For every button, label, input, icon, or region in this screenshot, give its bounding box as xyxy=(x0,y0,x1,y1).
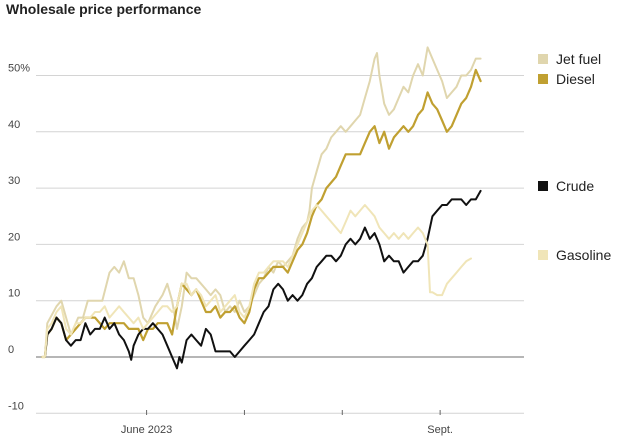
y-tick-label-6: -10 xyxy=(8,400,24,412)
legend-item-jet-fuel: Jet fuel xyxy=(538,51,601,67)
y-tick-label-0: 50% xyxy=(8,63,30,75)
x-tick-label-0: June 2023 xyxy=(121,424,172,436)
x-tick-label-3: Sept. xyxy=(427,424,453,436)
legend-item-diesel: Diesel xyxy=(538,71,595,87)
legend-swatch xyxy=(538,250,548,260)
y-tick-label-2: 30 xyxy=(8,175,20,187)
legend-swatch xyxy=(538,54,548,64)
legend-item-gasoline: Gasoline xyxy=(538,247,611,263)
series-line-gasoline xyxy=(41,204,472,358)
series-line-diesel xyxy=(40,68,482,359)
legend-label: Diesel xyxy=(556,71,595,87)
y-tick-label-5: 0 xyxy=(8,344,14,356)
series-lines xyxy=(40,46,482,370)
legend-swatch xyxy=(538,181,548,191)
y-tick-label-3: 20 xyxy=(8,231,20,243)
legend-label: Crude xyxy=(556,178,595,194)
legend-item-crude: Crude xyxy=(538,178,594,194)
gridlines xyxy=(36,75,524,414)
legend-label: Jet fuel xyxy=(556,51,602,67)
y-tick-label-1: 40 xyxy=(8,119,20,131)
legend-label: Gasoline xyxy=(556,247,612,263)
chart-title: Wholesale price performance xyxy=(6,1,202,17)
y-axis-tick-labels: 50% 40 30 20 10 0 -10 xyxy=(8,63,30,413)
series-line-jet-fuel xyxy=(41,46,482,358)
series-line-crude xyxy=(41,189,482,370)
legend-swatch xyxy=(538,74,548,84)
y-tick-label-4: 10 xyxy=(8,288,20,300)
x-axis-ticks: June 2023 Sept. xyxy=(121,410,453,436)
